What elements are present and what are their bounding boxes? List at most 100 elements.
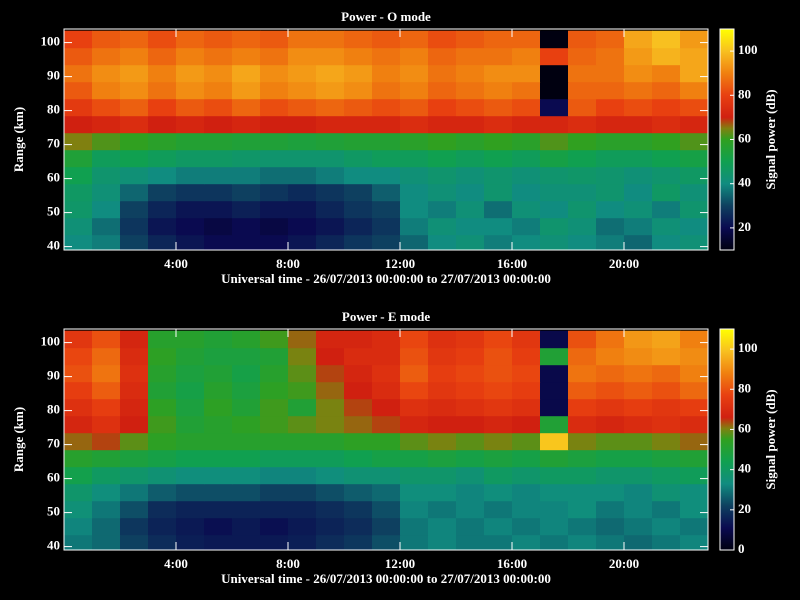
heatmap-cell (120, 234, 149, 250)
heatmap-cell (260, 149, 289, 168)
heatmap-cell (484, 47, 513, 66)
heatmap-cell (484, 517, 513, 536)
heatmap-cell (400, 466, 429, 485)
heatmap-cell (652, 115, 681, 134)
heatmap-cell (148, 234, 177, 250)
heatmap-cell (176, 47, 205, 66)
heatmap-cell (288, 432, 317, 451)
heatmap-cell (400, 115, 429, 134)
x-axis-label: Universal time - 26/07/2013 00:00:00 to … (221, 571, 551, 586)
heatmap-cell (232, 217, 261, 236)
heatmap-cell (372, 517, 401, 536)
heatmap-cell (400, 398, 429, 417)
heatmap-cell (260, 432, 289, 451)
heatmap-cell (596, 47, 625, 66)
heatmap-cell (456, 449, 485, 468)
heatmap-cell (512, 81, 541, 100)
heatmap-cell (260, 183, 289, 202)
heatmap-cell (344, 483, 373, 502)
heatmap-cell (652, 381, 681, 400)
heatmap-cell (568, 432, 597, 451)
heatmap-cell (456, 217, 485, 236)
heatmap-cell (568, 217, 597, 236)
heatmap-cell (344, 30, 373, 49)
heatmap-cell (456, 500, 485, 519)
heatmap-cell (344, 364, 373, 383)
heatmap-cell (456, 534, 485, 550)
heatmap-cell (120, 449, 149, 468)
heatmap-cell (260, 115, 289, 134)
heatmap-cell (484, 81, 513, 100)
heatmap-cell (176, 415, 205, 434)
heatmap-cell (288, 381, 317, 400)
heatmap-cell (92, 449, 121, 468)
x-tick-label: 12:00 (385, 256, 415, 271)
heatmap-cell (568, 347, 597, 366)
heatmap-cell (484, 200, 513, 219)
heatmap-cell (540, 149, 569, 168)
colorbar-tick-label: 20 (738, 219, 751, 234)
heatmap-cell (624, 466, 653, 485)
heatmap-cell (64, 347, 93, 366)
y-tick-label: 50 (47, 204, 60, 219)
heatmap-cell (540, 500, 569, 519)
heatmap-cell (344, 347, 373, 366)
heatmap-cell (204, 517, 233, 536)
heatmap-cell (596, 183, 625, 202)
heatmap-cell (680, 517, 708, 536)
heatmap-cell (316, 466, 345, 485)
heatmap-cell (120, 98, 149, 117)
chart-title: Power - O mode (341, 9, 431, 24)
heatmap-cell (400, 483, 429, 502)
heatmap-cell (260, 500, 289, 519)
colorbar-tick-label: 80 (738, 86, 751, 101)
heatmap-cell (204, 398, 233, 417)
heatmap-cell (400, 347, 429, 366)
heatmap-cell (540, 200, 569, 219)
heatmap-cell (148, 347, 177, 366)
heatmap-cell (120, 466, 149, 485)
heatmap-cell (176, 398, 205, 417)
x-tick-label: 16:00 (497, 556, 527, 571)
heatmap-cell (596, 449, 625, 468)
heatmap-cell (148, 415, 177, 434)
heatmap-cell (484, 98, 513, 117)
heatmap-cell (204, 200, 233, 219)
heatmap-cell (484, 483, 513, 502)
heatmap-cell (344, 47, 373, 66)
heatmap-cell (456, 166, 485, 185)
heatmap-cell (372, 166, 401, 185)
heatmap-cell (484, 330, 513, 349)
heatmap-cell (204, 449, 233, 468)
heatmap-cell (400, 30, 429, 49)
heatmap-cell (400, 432, 429, 451)
heatmap-cell (316, 132, 345, 151)
heatmap-cell (428, 64, 457, 83)
heatmap-cell (680, 500, 708, 519)
y-tick-label: 100 (41, 34, 61, 49)
heatmap-cell (372, 466, 401, 485)
heatmap-cell (288, 183, 317, 202)
heatmap-cell (596, 132, 625, 151)
heatmap-cell (260, 534, 289, 550)
heatmap-cell (64, 415, 93, 434)
heatmap-cell (120, 47, 149, 66)
heatmap-cell (400, 47, 429, 66)
heatmap-cell (204, 364, 233, 383)
heatmap-cell (540, 217, 569, 236)
heatmap-cell (512, 415, 541, 434)
heatmap-cell (428, 483, 457, 502)
heatmap-cell (316, 183, 345, 202)
heatmap-cell (456, 432, 485, 451)
heatmap-cell (344, 149, 373, 168)
heatmap-cell (344, 115, 373, 134)
heatmap-cell (176, 534, 205, 550)
heatmap-cell (512, 166, 541, 185)
heatmap-cell (260, 517, 289, 536)
heatmap-cell (92, 483, 121, 502)
heatmap-cell (204, 217, 233, 236)
heatmap-cell (288, 517, 317, 536)
heatmap-cell (232, 534, 261, 550)
heatmap-cell (624, 500, 653, 519)
heatmap-cell (400, 98, 429, 117)
